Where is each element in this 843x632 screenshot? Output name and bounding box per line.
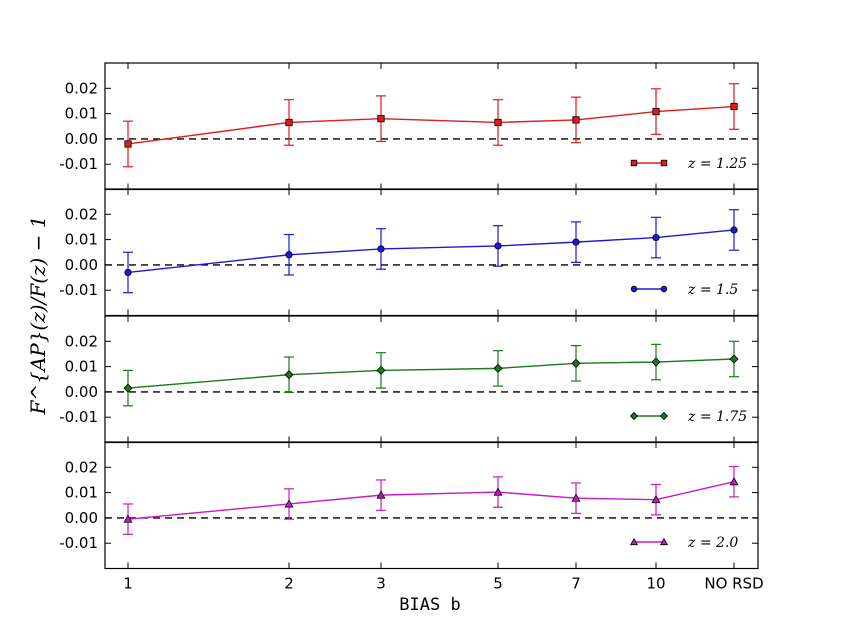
x-tick-label: 1 xyxy=(123,575,133,593)
y-tick-label: 0.02 xyxy=(65,79,98,97)
x-axis-label: BIAS b xyxy=(399,595,460,615)
legend-marker xyxy=(660,159,668,167)
panel-frame xyxy=(104,62,759,191)
y-tick-label: -0.01 xyxy=(59,281,98,299)
data-point xyxy=(730,226,738,234)
y-tick-label: 0.01 xyxy=(65,231,98,249)
legend-marker xyxy=(629,537,639,546)
data-point xyxy=(571,358,581,368)
y-tick-label: 0.02 xyxy=(65,458,98,476)
data-point xyxy=(123,514,133,523)
data-point xyxy=(285,118,293,127)
x-tick-label: NO RSD xyxy=(704,575,763,593)
x-tick-label: 7 xyxy=(571,575,581,593)
y-tick-label: 0.00 xyxy=(65,509,98,527)
series-line xyxy=(127,229,735,274)
legend-label: z = 1.5 xyxy=(687,282,738,298)
data-point xyxy=(729,354,739,364)
data-point xyxy=(376,490,386,499)
y-tick-label: -0.01 xyxy=(59,534,98,552)
y-tick-label: 0.00 xyxy=(65,383,98,401)
series-line xyxy=(127,358,735,389)
panel-2: 0.02 0.01 0.00 -0.01 z = 1.5 xyxy=(59,188,759,317)
legend-marker xyxy=(659,411,669,421)
y-axis-label: F^{AP}(z)/F(z) − 1 xyxy=(26,215,50,415)
legend-marker xyxy=(630,285,638,293)
legend-marker xyxy=(629,411,639,421)
data-point xyxy=(284,499,294,508)
data-point xyxy=(493,363,503,373)
y-tick-label: 0.00 xyxy=(65,130,98,148)
x-tick-label: 2 xyxy=(284,575,294,593)
data-point xyxy=(572,238,580,246)
data-point xyxy=(494,118,502,127)
data-point xyxy=(124,268,132,277)
y-tick-label: 0.01 xyxy=(65,484,98,502)
data-point xyxy=(494,242,502,250)
legend-marker xyxy=(659,537,669,546)
y-tick-label: 0.01 xyxy=(65,105,98,123)
panel-frame xyxy=(104,441,759,570)
panel-3: 0.02 0.01 0.00 -0.01 z = 1.75 xyxy=(59,315,759,444)
x-tick-label: 3 xyxy=(376,575,386,593)
series-line xyxy=(127,481,735,520)
data-point xyxy=(652,107,660,116)
legend-label: z = 1.25 xyxy=(687,156,747,172)
y-tick-label: 0.01 xyxy=(65,358,98,376)
data-point xyxy=(651,495,661,504)
data-point xyxy=(571,493,581,502)
panel-1: 0.02 0.01 0.00 -0.01 z = 1.25 xyxy=(59,62,759,191)
x-tick-label: 5 xyxy=(493,575,503,593)
data-point xyxy=(730,102,738,111)
y-tick-label: -0.01 xyxy=(59,155,98,173)
y-tick-label: 0.02 xyxy=(65,332,98,350)
data-point xyxy=(285,251,293,259)
data-point xyxy=(124,140,132,148)
y-tick-label: 0.02 xyxy=(65,205,98,223)
data-point xyxy=(652,233,660,242)
data-point xyxy=(377,245,385,253)
data-point xyxy=(284,370,294,380)
panel-frame xyxy=(104,188,759,317)
legend-label: z = 2.0 xyxy=(687,535,738,551)
data-point xyxy=(572,116,580,124)
y-tick-label: -0.01 xyxy=(59,408,98,426)
panel-4: 0.02 0.01 0.00 -0.01 z = 2.0 xyxy=(59,441,759,570)
data-point xyxy=(376,365,386,375)
legend-marker xyxy=(660,285,668,293)
x-tick-label: 10 xyxy=(646,575,665,593)
legend-marker xyxy=(630,159,638,167)
data-point xyxy=(123,383,133,393)
data-point xyxy=(377,115,385,123)
data-point xyxy=(729,477,739,486)
data-point xyxy=(493,487,503,496)
legend-label: z = 1.75 xyxy=(687,409,747,425)
y-tick-label: 0.00 xyxy=(65,256,98,274)
data-point xyxy=(651,357,661,367)
